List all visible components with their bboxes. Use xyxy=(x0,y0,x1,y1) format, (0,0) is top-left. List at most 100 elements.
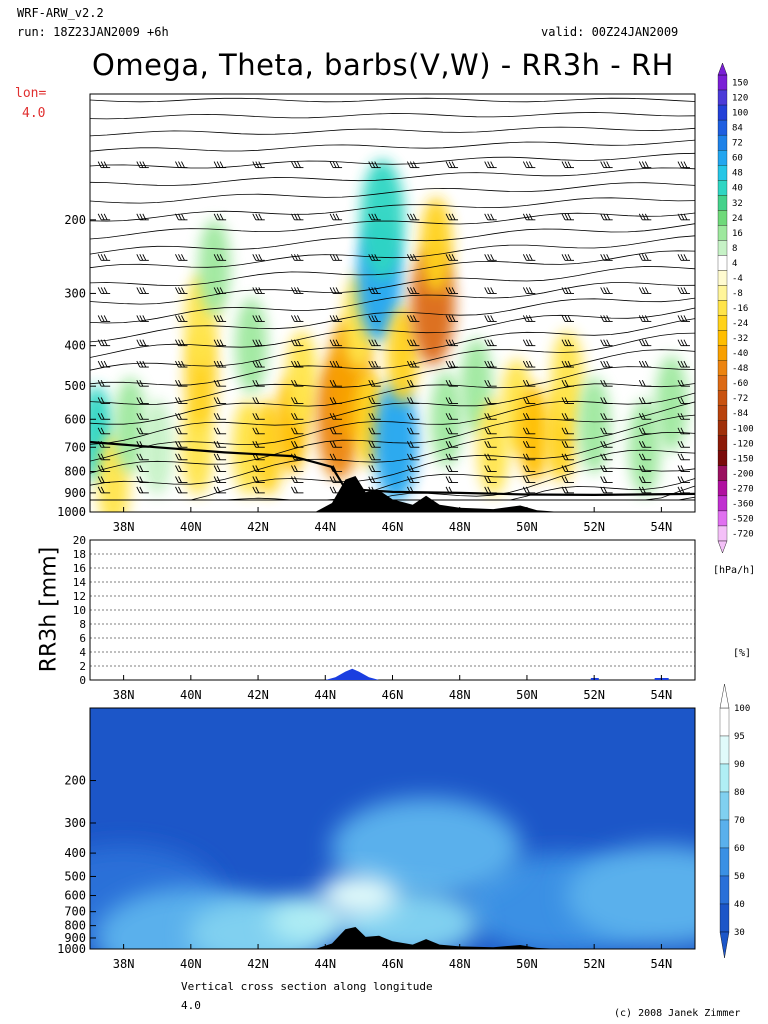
rh-colorbar-label: 90 xyxy=(734,760,745,770)
omega-colorbar-cap xyxy=(717,540,728,554)
wind-barb xyxy=(600,287,613,294)
omega-ytick-label: 900 xyxy=(64,486,86,500)
wind-barb xyxy=(484,254,497,261)
wind-barb xyxy=(406,339,420,347)
omega-ytick-label: 600 xyxy=(64,412,86,426)
lon-value: 4.0 xyxy=(22,106,46,121)
wind-barb xyxy=(445,254,459,261)
wind-barb xyxy=(600,465,613,472)
omega-colorbar-swatch xyxy=(717,240,728,256)
omega-xtick-label: 48N xyxy=(449,520,471,534)
wind-barb xyxy=(213,476,227,483)
wind-barb xyxy=(368,413,381,420)
theta-isoline xyxy=(90,212,695,240)
rr3h-tick-label: 8 xyxy=(79,618,86,631)
wind-barb xyxy=(484,397,497,404)
omega-ytick-label: 1000 xyxy=(57,505,86,519)
wind-barb xyxy=(368,254,381,261)
wind-barb xyxy=(213,360,227,368)
wind-barb xyxy=(291,465,304,472)
wind-barb xyxy=(97,476,111,483)
rr3h-series xyxy=(325,668,380,680)
wind-barb xyxy=(677,427,690,435)
rh-xtick-label: 38N xyxy=(113,957,135,971)
wind-barb xyxy=(677,360,690,368)
wind-barb xyxy=(484,413,497,420)
rh-colorbar-label: 80 xyxy=(734,788,745,798)
wind-barb xyxy=(677,453,690,461)
wind-barb xyxy=(97,413,111,420)
wind-barb xyxy=(406,161,420,169)
wind-barb xyxy=(175,315,188,322)
wind-barb xyxy=(638,441,652,448)
wind-barb xyxy=(561,315,574,322)
theta-isoline xyxy=(90,182,695,204)
wind-barb xyxy=(291,379,304,387)
wind-barb xyxy=(600,315,613,322)
theta-isoline xyxy=(90,223,695,255)
wind-barb xyxy=(252,441,265,448)
omega-colorbar-swatch xyxy=(717,150,728,166)
wind-barb xyxy=(213,339,227,347)
wind-barb xyxy=(522,427,536,435)
wind-barb xyxy=(136,427,149,435)
omega-colorbar-swatch xyxy=(717,345,728,361)
wind-barb xyxy=(291,339,304,347)
wind-barb xyxy=(600,413,613,420)
wind-barb xyxy=(600,360,613,368)
omega-xtick-label: 46N xyxy=(382,520,404,534)
wind-barb xyxy=(677,161,690,169)
model-label: WRF-ARW_v2.2 xyxy=(17,6,104,20)
omega-colorbar-swatch xyxy=(717,225,728,241)
wind-barb xyxy=(368,397,381,404)
omega-cell xyxy=(578,377,611,474)
wind-barb xyxy=(291,441,304,448)
omega-colorbar-swatch xyxy=(717,89,728,106)
rr3h-tick-label: 18 xyxy=(73,548,86,561)
wind-barb xyxy=(252,339,265,347)
wind-barb xyxy=(600,476,613,483)
theta-isoline xyxy=(90,97,695,103)
rh-ytick-label: 400 xyxy=(64,846,86,860)
theta-isoline xyxy=(90,167,695,186)
rh-colorbar-swatch xyxy=(719,819,730,849)
theta-isoline xyxy=(90,349,695,405)
wind-barb xyxy=(522,413,536,420)
omega-cell xyxy=(430,371,463,468)
wind-barb xyxy=(677,254,690,261)
wind-barb xyxy=(329,453,343,461)
omega-colorbar-label: -520 xyxy=(732,514,754,524)
wind-barb xyxy=(638,213,652,221)
lon-label: lon= xyxy=(15,86,47,101)
wind-barb xyxy=(677,397,690,404)
wind-barb xyxy=(484,339,497,347)
wind-barb xyxy=(329,287,343,294)
wind-barb xyxy=(136,486,149,494)
omega-colorbar-swatch xyxy=(717,270,728,286)
wind-barb xyxy=(406,441,420,448)
omega-cell xyxy=(655,355,688,452)
rh-colorbar-label: 40 xyxy=(734,900,745,910)
wind-barb xyxy=(445,213,459,221)
wind-barb xyxy=(252,254,265,261)
omega-colorbar-label: -8 xyxy=(732,289,743,299)
omega-colorbar-swatch xyxy=(717,134,728,151)
omega-colorbar-swatch xyxy=(717,375,728,391)
wind-barb xyxy=(406,397,420,404)
wind-barb xyxy=(329,339,343,347)
wind-barb xyxy=(136,379,149,387)
wind-barb xyxy=(638,465,652,472)
wind-barb xyxy=(175,427,188,435)
omega-colorbar-label: -150 xyxy=(732,454,754,464)
wind-barb xyxy=(368,427,381,435)
wind-barb xyxy=(522,476,536,483)
wind-barb xyxy=(213,427,227,435)
wind-barb xyxy=(638,254,652,261)
theta-isoline xyxy=(90,392,695,462)
wind-barb xyxy=(484,441,497,448)
wind-barb xyxy=(291,161,304,169)
wind-barb xyxy=(406,315,420,322)
wind-barb xyxy=(561,339,574,347)
wind-barb xyxy=(561,397,574,404)
theta-isoline xyxy=(90,112,695,120)
